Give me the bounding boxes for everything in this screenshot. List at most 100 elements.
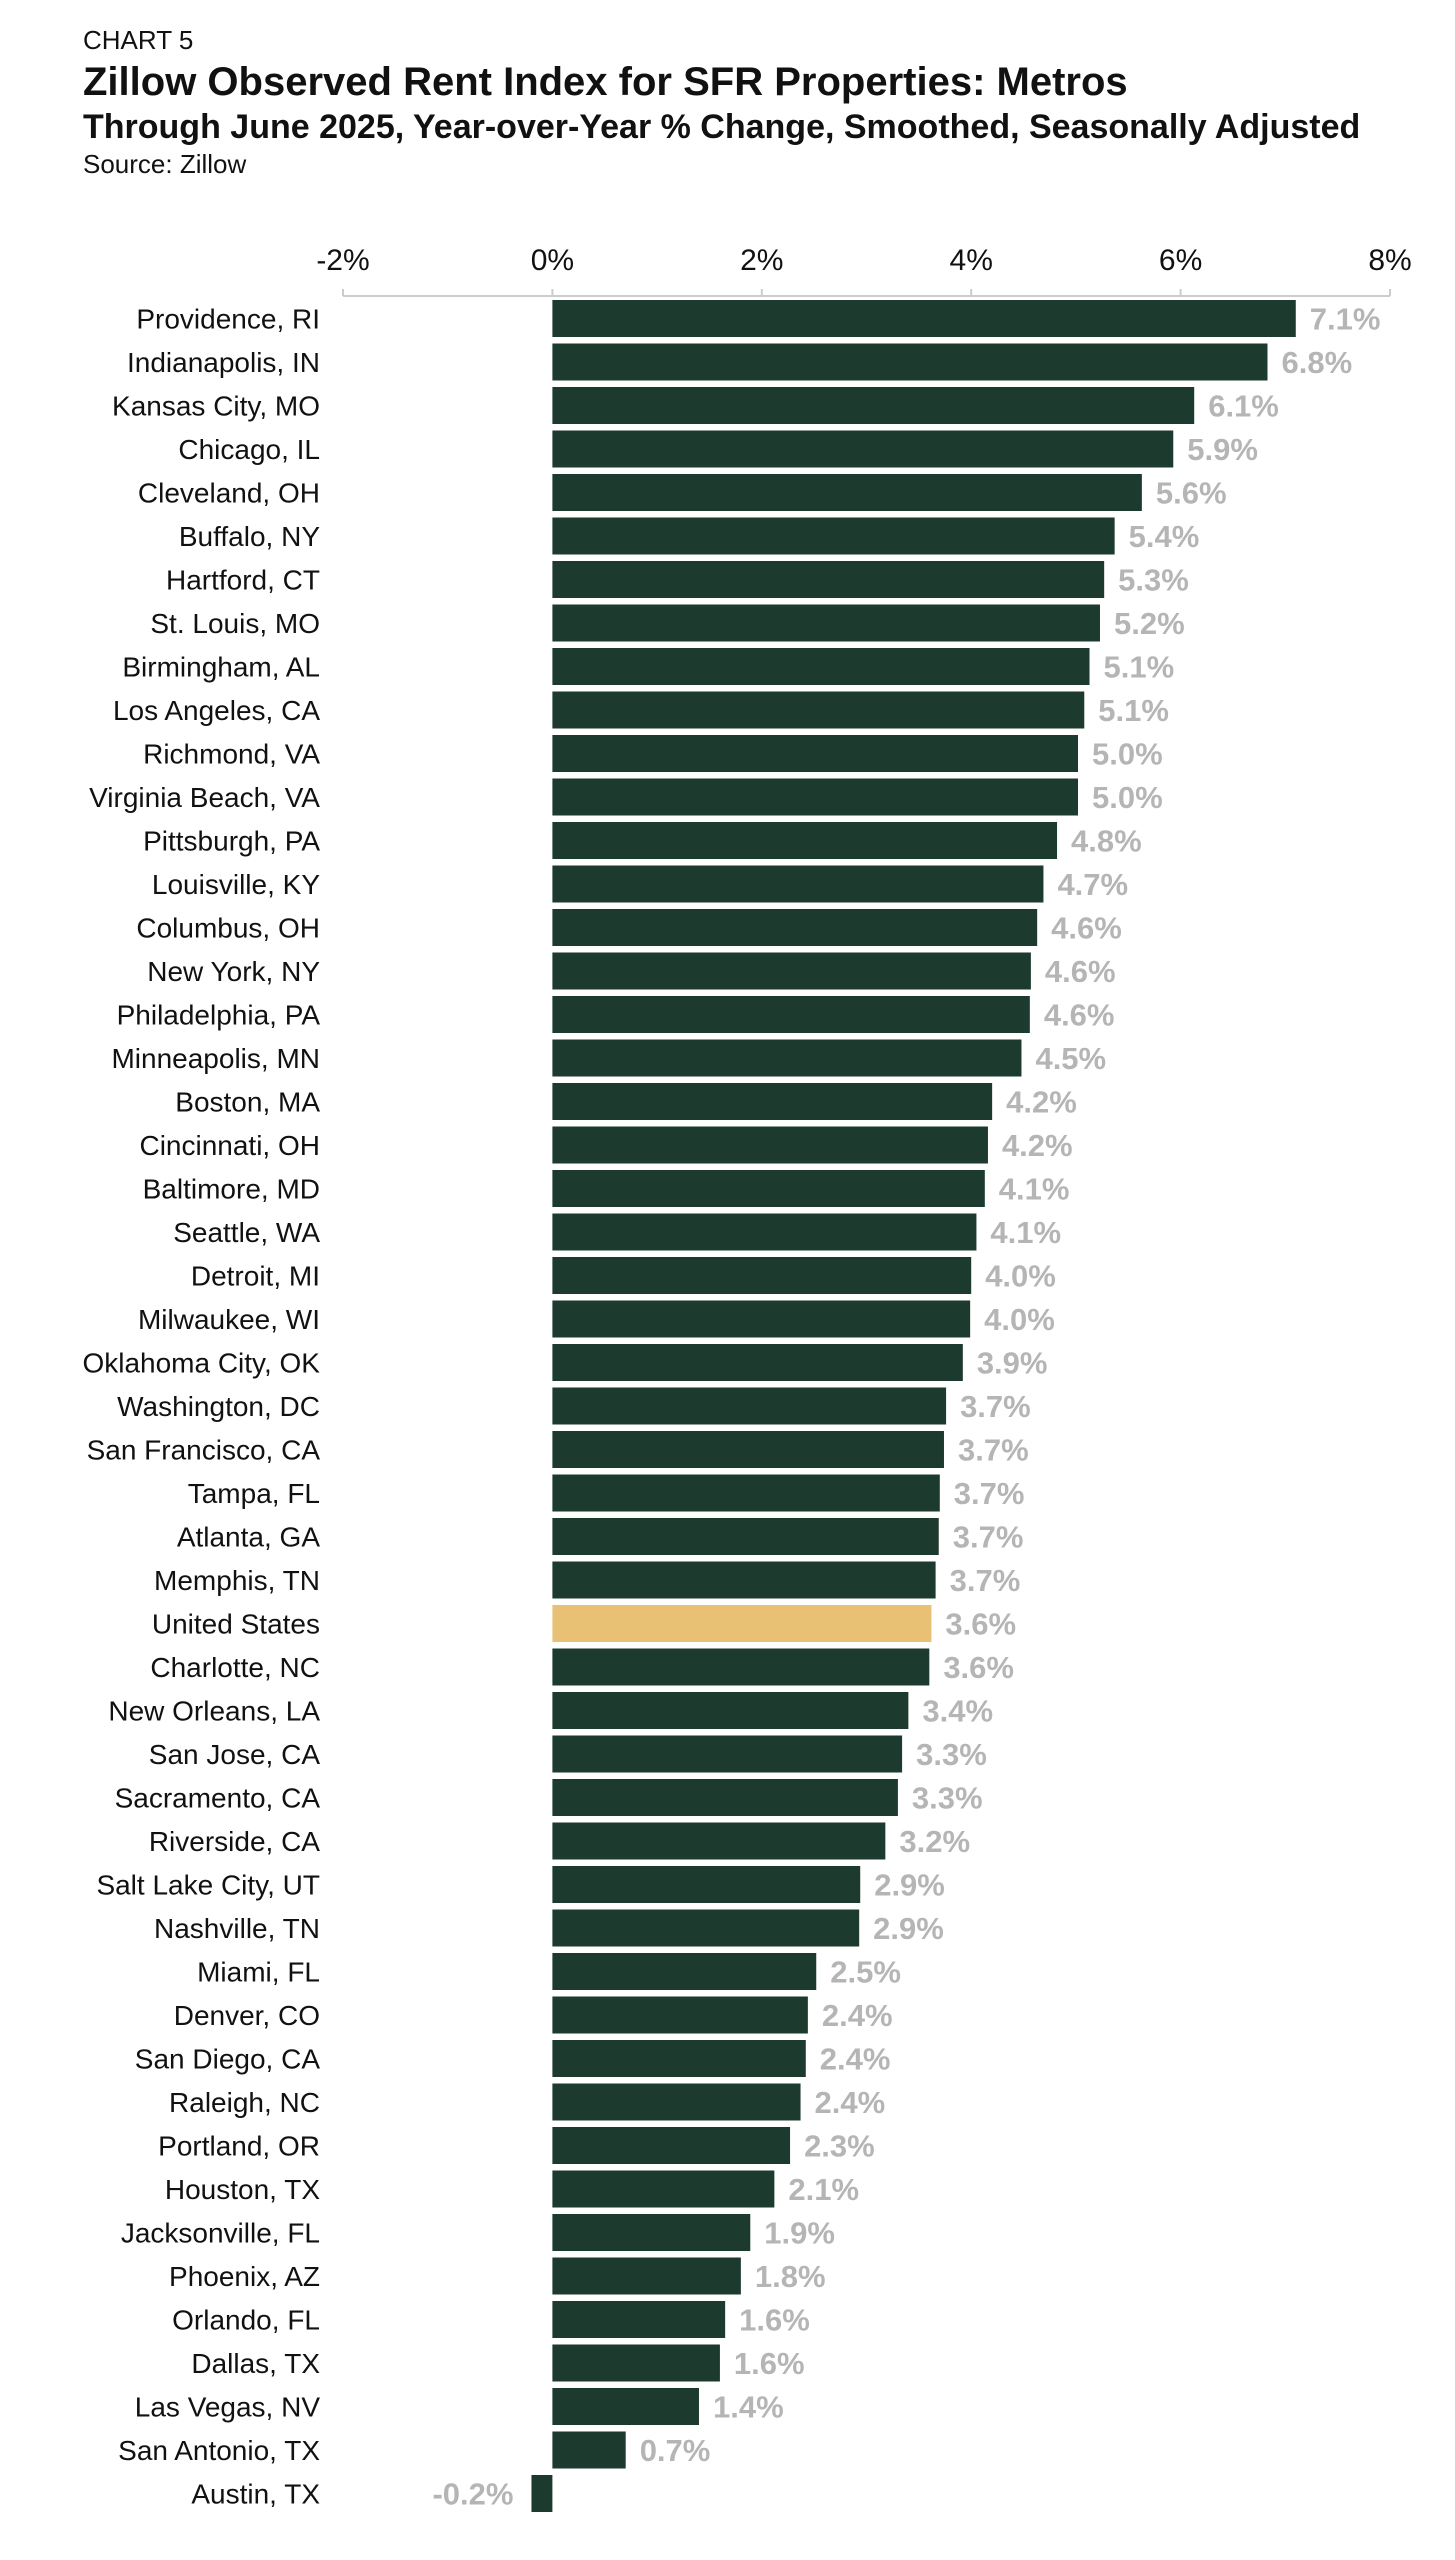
data-label: 1.9% [764,2216,835,2251]
data-label: 5.1% [1104,650,1175,685]
data-label: 3.3% [916,1737,987,1772]
data-label: 3.2% [899,1824,970,1859]
data-label: 4.7% [1057,867,1128,902]
bar [552,1822,886,1860]
data-label: 4.1% [999,1172,1070,1207]
bar [552,1692,909,1729]
data-label: 5.4% [1129,519,1200,554]
data-label: 3.9% [977,1346,1048,1381]
bar [552,1300,971,1338]
x-tick-label: -2% [316,244,369,277]
data-label: 3.7% [954,1476,1025,1511]
data-label: 2.5% [830,1955,901,1990]
category-label: Los Angeles, CA [113,695,320,726]
data-label: 2.3% [804,2129,875,2164]
category-label: New Orleans, LA [108,1696,320,1727]
bar [552,387,1195,424]
bar [552,2431,626,2469]
data-label: 4.1% [990,1215,1061,1250]
category-label: Riverside, CA [149,1826,320,1857]
category-label: United States [152,1609,320,1640]
category-label: Cincinnati, OH [139,1130,320,1161]
data-label: 2.1% [788,2172,859,2207]
category-label: San Antonio, TX [118,2435,320,2466]
bar [552,1779,898,1816]
bar [552,996,1030,1033]
data-label: 5.3% [1118,563,1189,598]
chart-header: CHART 5 Zillow Observed Rent Index for S… [83,24,1423,180]
category-label: Kansas City, MO [112,391,320,422]
data-label: 4.2% [1002,1128,1073,1163]
data-label: 4.0% [984,1302,1055,1337]
category-label: Pittsburgh, PA [143,826,320,857]
category-label: Milwaukee, WI [138,1304,320,1335]
category-label: Salt Lake City, UT [96,1870,320,1901]
data-label: 4.8% [1071,824,1142,859]
bar [552,2170,775,2208]
bar [552,300,1296,337]
category-label: Jacksonville, FL [121,2218,320,2249]
data-label: 1.4% [713,2390,784,2425]
x-tick-label: 4% [950,244,993,277]
data-label: 5.6% [1156,476,1227,511]
data-label: 6.8% [1282,345,1353,380]
category-label: Atlanta, GA [177,1522,321,1553]
bar [552,474,1142,511]
category-label: Sacramento, CA [115,1783,321,1814]
data-label: 5.2% [1114,606,1185,641]
category-label: Seattle, WA [173,1217,320,1248]
data-label: 3.4% [922,1694,993,1729]
data-label: 2.9% [873,1911,944,1946]
bar [552,2214,751,2251]
chart-number: CHART 5 [83,25,194,55]
data-label: 1.6% [739,2303,810,2338]
data-label: 2.4% [815,2085,886,2120]
bar [552,1257,972,1294]
category-label: Buffalo, NY [179,521,320,552]
category-label: Houston, TX [165,2174,320,2205]
data-label: 2.4% [820,2042,891,2077]
bar [552,343,1268,381]
bar [552,1344,963,1381]
bar [552,2040,806,2077]
category-label: Austin, TX [191,2479,320,2510]
category-label: Portland, OR [158,2131,320,2162]
category-label: Richmond, VA [143,739,320,770]
data-label: 1.8% [755,2259,826,2294]
chart-source: Source: Zillow [83,149,247,179]
data-label: 4.6% [1051,911,1122,946]
data-label: 7.1% [1310,302,1381,337]
bar [552,430,1174,468]
data-label: 4.2% [1006,1085,1077,1120]
category-label: Philadelphia, PA [117,1000,321,1031]
x-tick-label: 0% [531,244,574,277]
data-label: 3.7% [958,1433,1029,1468]
category-label: San Diego, CA [135,2044,321,2075]
x-tick-label: 8% [1368,244,1411,277]
bar [552,778,1078,816]
bar [552,1648,930,1686]
bar [552,1431,944,1468]
category-label: Indianapolis, IN [127,347,320,378]
category-label: Providence, RI [136,304,320,335]
category-label: Las Vegas, NV [135,2392,321,2423]
category-label: Oklahoma City, OK [82,1348,320,1379]
bar [552,1170,985,1207]
data-label: 3.7% [960,1389,1031,1424]
bar [552,1387,947,1425]
data-label: 3.7% [950,1563,1021,1598]
category-label: Orlando, FL [172,2305,320,2336]
data-label: 3.7% [953,1520,1024,1555]
bar [552,1996,808,2034]
category-label: Denver, CO [174,2000,320,2031]
bar [552,1474,940,1512]
bar [552,1561,936,1599]
bar [552,1953,817,1990]
x-tick-label: 6% [1159,244,1202,277]
data-label: 1.6% [734,2346,805,2381]
data-label: 5.9% [1187,432,1258,467]
bar [552,2344,720,2382]
bar [552,604,1100,642]
data-label: 4.0% [985,1259,1056,1294]
bar [552,952,1031,990]
